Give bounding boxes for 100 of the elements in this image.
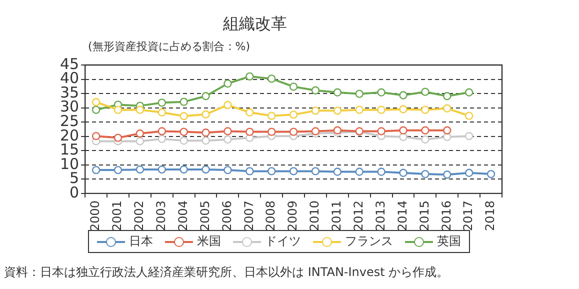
point [180,165,188,174]
point [224,79,232,88]
point [180,112,188,120]
point [443,126,452,134]
point [158,108,166,116]
point [399,91,408,100]
point [202,110,210,118]
point [158,127,166,136]
point [421,135,430,144]
x-tick-label: 2018 [483,200,498,232]
point [224,127,232,136]
point [92,106,100,114]
x-tick-label: 2015 [417,200,432,232]
x-tick-label: 2011 [330,200,344,232]
point [464,112,474,120]
point [136,129,144,138]
point [224,135,232,144]
point [268,74,276,83]
x-tick-label: 2012 [351,200,366,232]
point [377,168,386,176]
x-tick-label: 2007 [242,200,256,232]
point [180,98,188,106]
point [180,136,188,145]
point [421,126,430,134]
point [464,132,474,140]
point [399,105,408,114]
text: 資料：日本は独立行政法人経済産業研究所、日本以外は INTAN-Invest から作成。 [4,264,449,281]
point [443,132,452,142]
point [464,168,474,178]
x-tick-label: 2009 [286,200,300,232]
point [289,167,298,176]
point [180,128,188,136]
point [202,92,210,100]
x-tick-label: 2001 [110,200,124,232]
x-tick-label: 2014 [395,200,410,232]
point [289,110,298,119]
point [289,82,298,91]
point [268,128,276,136]
point [224,100,232,110]
point [202,128,210,137]
point [246,167,254,176]
point [486,170,496,178]
y-axis-title: (無形資産投資に占める割合：%) [88,39,250,54]
point [202,165,210,174]
point [399,168,408,178]
point [114,106,122,114]
x-tick-label: 2000 [88,200,102,232]
point [158,98,166,107]
x-tick-label: 2008 [264,200,278,232]
point [333,106,342,115]
point [421,170,430,178]
point [355,106,364,114]
point [421,88,430,96]
point [443,170,452,179]
point [333,88,342,97]
point [246,128,254,136]
point [136,165,144,174]
point [92,166,100,174]
x-tick-label: 2002 [132,200,146,232]
legend-label: ドイツ [265,233,301,250]
point [114,134,122,142]
x-tick-label: 2006 [220,200,234,232]
point [311,86,320,95]
point [202,136,210,145]
point [464,88,474,97]
point [333,126,342,134]
legend-label: 日本 [129,233,153,250]
x-tick-label: 2004 [176,200,190,232]
point [333,168,342,176]
point [311,127,320,136]
legend-label: 米国 [197,233,221,250]
legend-label: フランス [345,233,393,250]
point [443,104,452,112]
point [114,166,122,174]
point [355,168,364,176]
point [136,106,144,114]
point [421,106,430,114]
x-tick-label: 2013 [373,200,388,232]
point [158,134,166,144]
legend-label: 英国 [437,233,461,250]
x-tick-label: 2016 [439,200,454,232]
point [268,167,276,176]
point [443,92,452,100]
x-tick-label: 2010 [308,200,322,232]
point [246,72,254,81]
point [92,98,100,106]
point [268,112,276,120]
x-tick-label: 2017 [461,200,476,232]
point [136,137,144,146]
point [92,132,100,140]
point [224,166,232,174]
point [355,90,364,98]
x-tick-label: 2005 [198,200,212,232]
point [289,128,298,136]
point [311,167,320,176]
point [158,165,166,174]
point [377,88,386,97]
chart-title: 組織改革 [223,14,287,35]
point [377,127,386,136]
point [246,108,254,116]
